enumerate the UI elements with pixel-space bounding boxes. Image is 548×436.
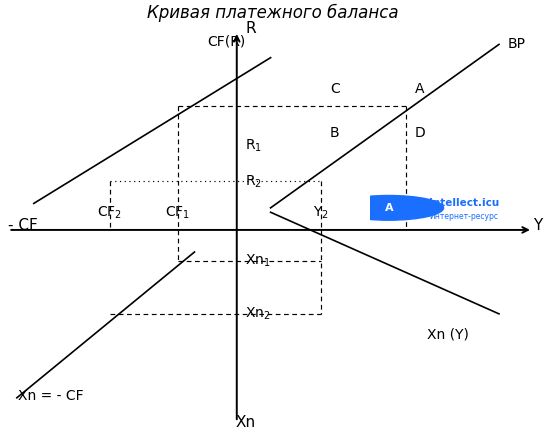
Text: B: B: [330, 126, 339, 140]
Text: Xn (Y): Xn (Y): [427, 327, 469, 341]
Text: R: R: [245, 20, 256, 36]
Text: Y: Y: [533, 218, 542, 233]
Text: D: D: [414, 126, 425, 140]
Text: C: C: [330, 82, 340, 95]
Text: R$_1$: R$_1$: [245, 138, 262, 154]
Text: Y$_2$: Y$_2$: [313, 204, 329, 221]
Text: Xn = - CF: Xn = - CF: [18, 389, 83, 403]
Text: A: A: [414, 82, 424, 95]
Title: Кривая платежного баланса: Кривая платежного баланса: [147, 4, 398, 22]
Text: Xn$_1$: Xn$_1$: [245, 252, 271, 269]
Text: BP: BP: [507, 37, 526, 51]
Text: - CF: - CF: [8, 218, 38, 233]
Text: CF$_1$: CF$_1$: [165, 204, 190, 221]
Text: R$_2$: R$_2$: [245, 173, 262, 190]
Text: Y$_1$: Y$_1$: [398, 204, 414, 221]
Text: CF(R): CF(R): [207, 35, 245, 49]
Text: CF$_2$: CF$_2$: [98, 204, 122, 221]
Text: Xn: Xn: [235, 416, 255, 430]
Text: Xn$_2$: Xn$_2$: [245, 306, 271, 322]
